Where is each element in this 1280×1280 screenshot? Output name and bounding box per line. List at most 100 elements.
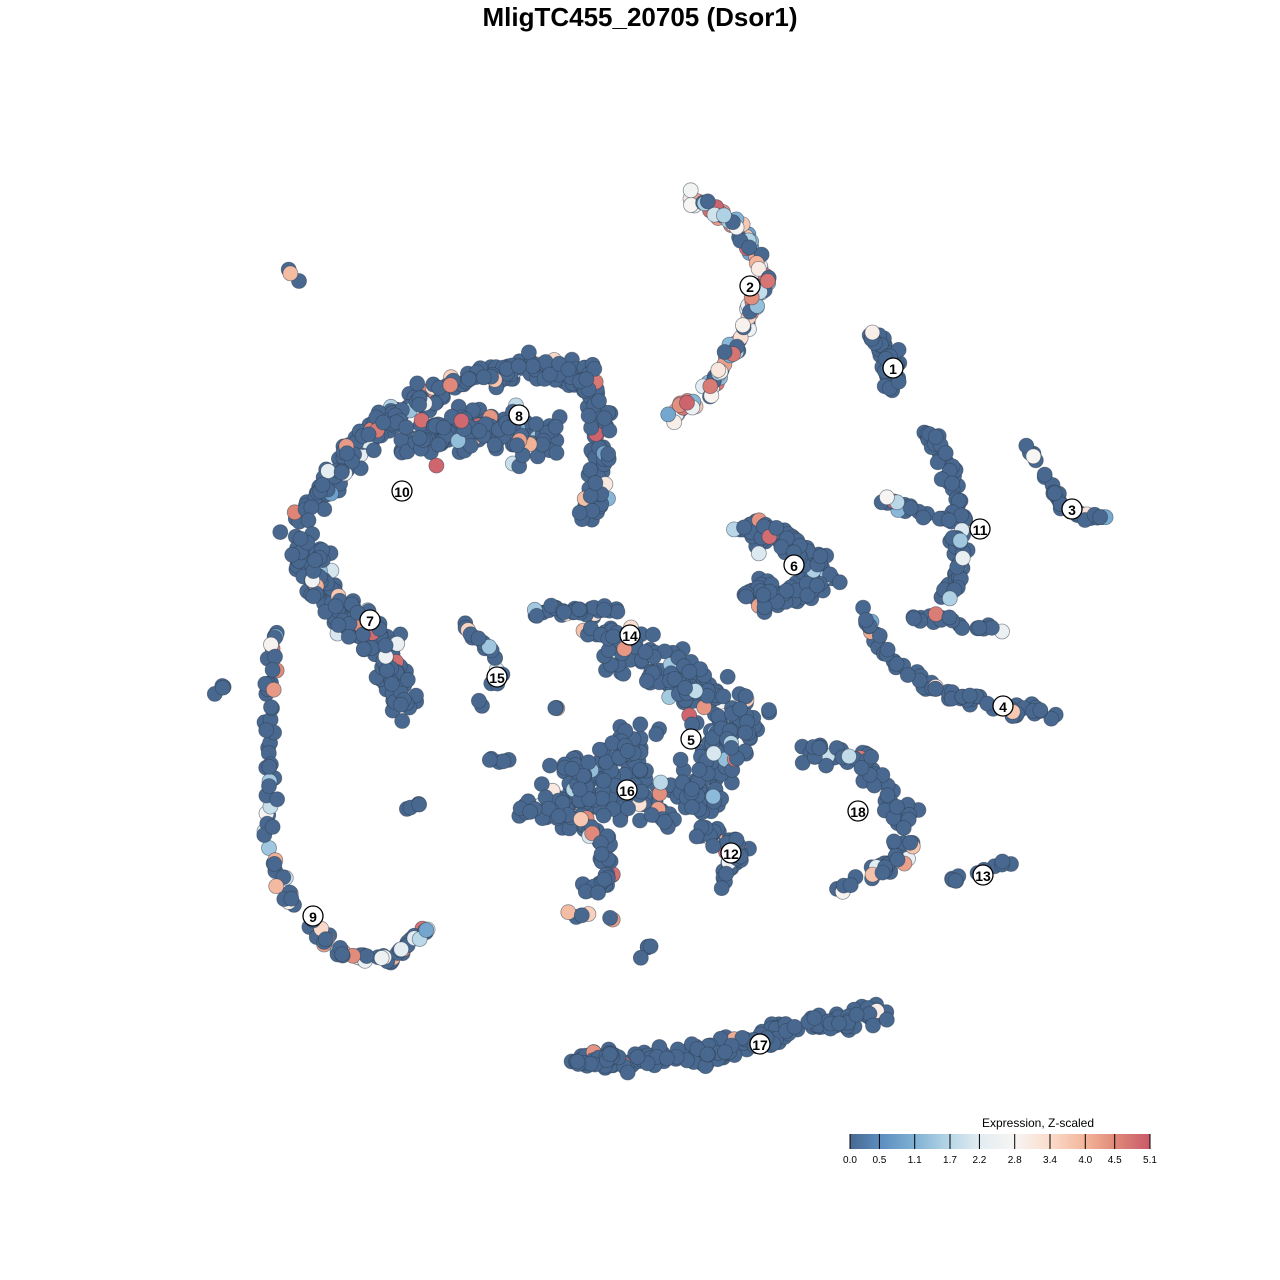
point [392,696,409,713]
cluster-label-text: 2 [746,279,754,295]
point [710,362,727,378]
point [874,864,891,881]
point [863,748,880,765]
point [411,396,428,413]
point [550,808,567,824]
point [339,445,355,462]
point [886,833,902,850]
point [481,638,498,655]
point [755,587,772,603]
legend-tick-label: 4.0 [1078,1155,1092,1166]
point [602,1046,618,1063]
point [699,1046,716,1063]
point [656,814,673,830]
point [264,662,281,678]
point [214,679,231,696]
point [265,681,282,698]
legend-tick-label: 0.0 [843,1155,857,1166]
point [580,754,597,771]
point [879,641,896,658]
point [927,429,944,445]
legend-colorbar [850,1134,1150,1149]
cluster-label-text: 4 [999,699,1007,715]
point [750,260,767,277]
point [717,1044,733,1060]
point [679,394,695,411]
cluster-label-text: 14 [622,628,638,644]
point [682,182,699,199]
point [715,688,732,705]
point [300,512,317,529]
point [681,663,698,680]
point [842,877,859,894]
point [645,626,661,643]
point [1032,702,1049,719]
point [809,577,825,594]
point [602,910,618,926]
point [741,239,757,256]
point [811,740,828,756]
point [360,426,377,443]
cluster-label-14: 14 [619,624,641,646]
point [307,552,324,568]
point [928,606,944,622]
cluster-label-5: 5 [680,728,702,750]
points-layer [206,182,1114,1081]
point [677,680,693,696]
cluster-label-text: 3 [1068,502,1076,518]
point [806,1010,823,1026]
point [320,463,337,480]
point [596,410,613,427]
point [759,273,776,289]
cluster-label-text: 18 [850,804,866,820]
point [560,904,577,921]
point [528,608,545,624]
point [659,1050,675,1067]
point [358,948,375,964]
point [564,760,580,777]
point [533,776,550,792]
point [261,778,277,794]
point [944,475,960,492]
cluster-label-2: 2 [739,275,761,297]
cluster-label-text: 15 [489,670,505,686]
cluster-label-6: 6 [783,554,805,576]
point [705,838,721,854]
point [831,1015,847,1032]
point [940,512,957,529]
cluster-label-text: 1 [889,361,897,377]
point [471,423,488,439]
legend-title: Expression, Z-scaled [982,1116,1094,1130]
cluster-label-text: 11 [973,522,988,538]
point [435,419,452,436]
point [716,207,732,224]
point [509,437,525,454]
color-legend: Expression, Z-scaled 0.0 0.5 1.1 1.7 2.2 2.8 3… [843,1116,1157,1166]
point [399,671,416,688]
point [716,344,733,360]
point [375,414,392,431]
point [327,598,344,615]
point [750,545,767,562]
point [652,774,669,791]
point [453,412,470,429]
point [430,436,447,453]
point [317,931,334,948]
cluster-label-text: 13 [975,868,991,884]
point [283,890,300,907]
point [632,716,649,733]
point [841,748,857,765]
point [303,499,320,516]
chart-title: MligTC455_20705 (Dsor1) [482,2,798,32]
point [979,695,996,712]
cluster-label-10: 10 [391,480,413,502]
point [522,804,538,820]
point [571,504,588,521]
point [394,713,411,729]
point [547,419,564,435]
cluster-label-3: 3 [1061,498,1083,520]
point [971,619,988,636]
point [915,509,932,526]
point [411,430,428,446]
legend-tick-label: 2.8 [1008,1155,1022,1166]
